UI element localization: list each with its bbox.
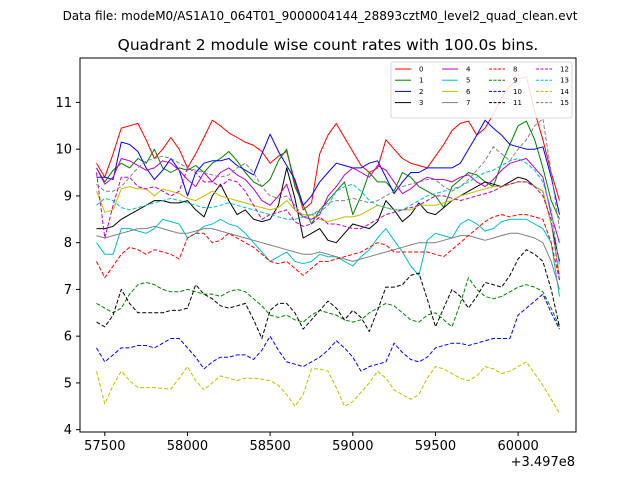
legend-label-12: 12 [560, 66, 569, 74]
series-4-line [96, 158, 560, 243]
y-tick-label: 7 [64, 283, 72, 298]
legend-label-10: 10 [513, 88, 522, 96]
y-tick-label: 4 [64, 423, 72, 438]
series-6-line [96, 181, 560, 276]
series-5-line [96, 218, 560, 297]
y-tick-label: 8 [64, 236, 72, 251]
series-12-line [96, 167, 560, 281]
series-1-line [96, 120, 560, 225]
legend-label-1: 1 [419, 77, 423, 85]
x-tick-label: 58500 [249, 439, 290, 454]
x-tick-label: 57500 [84, 439, 125, 454]
series-2-line [96, 119, 560, 215]
series-3-line [96, 167, 560, 262]
legend-label-5: 5 [466, 77, 470, 85]
series-8-line [96, 214, 560, 281]
chart-title: Quadrant 2 module wise count rates with … [118, 36, 539, 54]
x-tick-label: 59500 [415, 439, 456, 454]
x-tick-label: 60000 [497, 439, 538, 454]
series-0-line [96, 76, 560, 211]
series-9-line [96, 277, 560, 328]
series-11-line [96, 249, 560, 339]
y-tick-label: 9 [64, 189, 72, 204]
x-offset-label: +3.497e8 [511, 455, 575, 470]
legend-label-2: 2 [419, 88, 423, 96]
axes-frame [79, 57, 577, 433]
series-13-line [96, 158, 560, 267]
legend-label-3: 3 [419, 99, 423, 107]
suptitle: Data file: modeM0/AS1A10_064T01_90000041… [63, 9, 578, 23]
legend-label-14: 14 [560, 88, 569, 96]
series-10-line [96, 293, 560, 372]
series-14-line [96, 361, 560, 414]
legend-label-13: 13 [560, 77, 569, 85]
legend-label-15: 15 [560, 99, 569, 107]
plot-area [96, 76, 560, 414]
x-tick-label: 58000 [167, 439, 208, 454]
legend-label-9: 9 [513, 77, 517, 85]
y-tick-label: 6 [64, 330, 72, 345]
series-15-line [96, 118, 560, 229]
y-tick-label: 5 [64, 376, 72, 391]
legend-label-7: 7 [466, 99, 470, 107]
legend-label-0: 0 [419, 66, 423, 74]
y-tick-label: 10 [55, 143, 72, 158]
legend-label-4: 4 [466, 66, 471, 74]
legend-label-8: 8 [513, 66, 517, 74]
series-7-line [96, 225, 560, 290]
legend-label-11: 11 [513, 99, 522, 107]
y-tick-label: 11 [55, 96, 72, 111]
legend-frame [390, 61, 573, 119]
x-tick-label: 59000 [332, 439, 373, 454]
legend-label-6: 6 [466, 88, 471, 96]
